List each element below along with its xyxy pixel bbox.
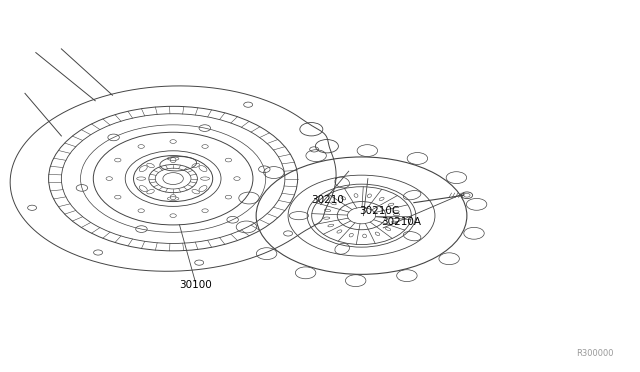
Text: 30210C: 30210C [359, 206, 399, 216]
Text: 30210A: 30210A [381, 217, 420, 227]
Text: 30100: 30100 [179, 280, 212, 290]
Text: 30210: 30210 [311, 195, 344, 205]
Text: R300000: R300000 [576, 349, 614, 359]
